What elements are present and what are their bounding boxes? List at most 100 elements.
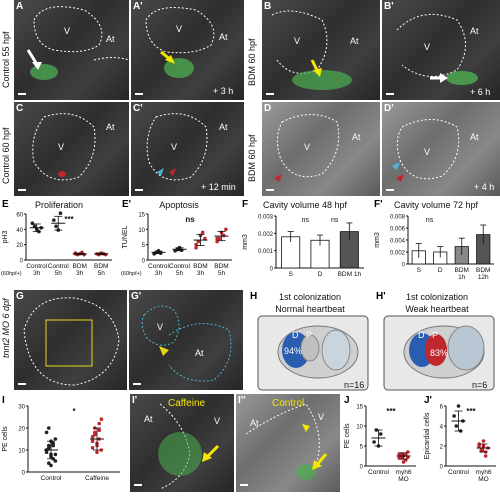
data-point <box>90 446 95 450</box>
diagram-H-prime-letter: H' <box>376 291 386 302</box>
data-point <box>90 435 95 439</box>
x-tick-label: BDM <box>476 267 490 274</box>
panel-C-prime-overlay <box>146 113 208 181</box>
chart-F-title: Cavity volume 48 hpf <box>262 200 348 210</box>
panel-G-prime-At: At <box>195 348 204 358</box>
chart-J-letter: J <box>344 395 350 406</box>
scale-bar <box>240 484 248 486</box>
panel-B-prime-At: At <box>470 26 479 36</box>
panel-C-prime-letter: C' <box>133 103 143 114</box>
x-tick-label: BDM <box>455 267 469 274</box>
y-axis-label: TUNEL <box>122 225 129 248</box>
panel-B-prime: B' V At + 6 h <box>382 0 500 100</box>
scale-bar <box>386 93 394 95</box>
data-point <box>49 463 53 468</box>
data-point <box>378 432 383 436</box>
data-point <box>97 421 101 426</box>
data-point <box>481 439 486 443</box>
panel-I-prime-overlay <box>158 403 220 490</box>
side-label-control-55: Control 55 hpf <box>1 31 11 88</box>
y-tick-label: 6 <box>440 405 444 411</box>
panel-A-At: At <box>106 34 115 44</box>
panel-C: C V At <box>14 102 129 196</box>
x-tick-sublabel: 3h <box>155 270 163 277</box>
data-point <box>479 448 484 452</box>
data-point <box>54 224 58 229</box>
diagram-H-prime-sub: Weak heartbeat <box>405 304 469 314</box>
diagram-H-D: D <box>292 330 299 340</box>
panel-A-prime-time: + 3 h <box>213 86 234 96</box>
y-tick-label: 5 <box>142 243 146 249</box>
scale-bar <box>135 93 143 95</box>
chart-F-prime-letter: F' <box>374 199 383 210</box>
chart-F-prime: F' Cavity volume 72 hpf 0 0.002 0.004 0.006… <box>372 198 500 286</box>
panel-D-prime-time: + 4 h <box>474 182 495 192</box>
x-tick-label: BDM <box>214 263 228 270</box>
y-axis-label: pH3 <box>2 230 9 243</box>
x-tick-sublabel: MO <box>398 476 408 483</box>
panel-I-prime: I' Caffeine At V <box>130 394 234 492</box>
y-tick-label: 10 <box>356 425 363 431</box>
x-prefix-label: (60hpf+) <box>121 271 142 277</box>
panel-C-V: V <box>58 142 65 152</box>
panel-D-overlay <box>274 114 340 182</box>
y-tick-label: 5 <box>360 445 364 451</box>
y-axis-label: PE cells <box>344 423 351 449</box>
x-tick-label: Control <box>148 263 170 270</box>
chart-E: E Proliferation 0 20 40 60 pH3 *** Control 3h Co… <box>0 198 118 286</box>
diagram-H-drawing <box>257 315 369 391</box>
panel-I-double-prime-letter: I'' <box>238 395 246 406</box>
chart-J-prime: J' 0 2 4 6 Epicardial cells *** Control myh6 MO <box>422 394 500 492</box>
panel-G-overlay <box>23 297 120 386</box>
panel-G-prime-letter: G' <box>131 291 142 302</box>
diagram-H-sub: Normal heartbeat <box>275 304 345 314</box>
x-tick-sublabel: 5h <box>218 270 226 277</box>
y-tick-label: 40 <box>16 228 23 234</box>
data-point <box>194 245 198 250</box>
panel-G-prime-V: V <box>157 322 164 332</box>
chart-I-letter: I <box>2 395 5 406</box>
panel-D-prime-V: V <box>424 147 431 157</box>
panel-C-At: At <box>106 122 115 132</box>
panel-B-V: V <box>294 36 301 46</box>
data-point <box>93 432 97 437</box>
data-point <box>30 221 35 225</box>
panel-I-prime-cond: Caffeine <box>168 398 206 409</box>
chart-F: F Cavity volume 48 hpf 0 0.001 0.002 0.003 m… <box>240 198 370 286</box>
panel-D-letter: D <box>264 103 272 114</box>
data-point <box>215 236 219 241</box>
chart-E-prime-letter: E' <box>122 199 132 210</box>
y-tick-label: 30 <box>18 405 25 411</box>
data-point <box>406 450 410 454</box>
x-tick-label: Control <box>41 475 63 482</box>
diagram-H-P: P <box>306 330 313 340</box>
data-point <box>99 417 104 421</box>
scale-bar <box>135 189 143 191</box>
x-tick-label: S <box>288 271 293 278</box>
data-point <box>452 414 456 418</box>
panel-C-prime: C' V At + 12 min <box>131 102 244 196</box>
chart-E-title: Proliferation <box>34 200 84 210</box>
panel-B-prime-overlay <box>396 13 478 85</box>
data-point <box>90 439 95 443</box>
scale-bar <box>133 383 141 385</box>
panel-A-prime-V: V <box>176 24 183 34</box>
chart-I: I 0 10 20 30 PE cells * Control Caffeine <box>0 394 128 492</box>
y-tick-label: 0.002 <box>390 251 406 257</box>
data-point <box>200 230 205 235</box>
significance-label: ns <box>302 217 310 224</box>
panel-I-prime-At: At <box>144 414 153 424</box>
panel-B-letter: B <box>264 1 272 12</box>
scale-bar <box>18 383 26 385</box>
y-tick-label: 2 <box>440 445 444 451</box>
panel-G-letter: G <box>16 291 24 302</box>
data-point <box>47 446 51 450</box>
panel-A-letter: A <box>16 1 24 12</box>
panel-I-double-prime: I'' Control At V <box>236 394 340 492</box>
x-tick-sublabel: 1h <box>458 274 466 281</box>
x-tick-sublabel: MO <box>478 476 488 483</box>
x-tick-label: Control <box>26 263 48 270</box>
y-tick-label: 4 <box>440 425 444 431</box>
y-tick-label: 0.006 <box>390 227 406 233</box>
